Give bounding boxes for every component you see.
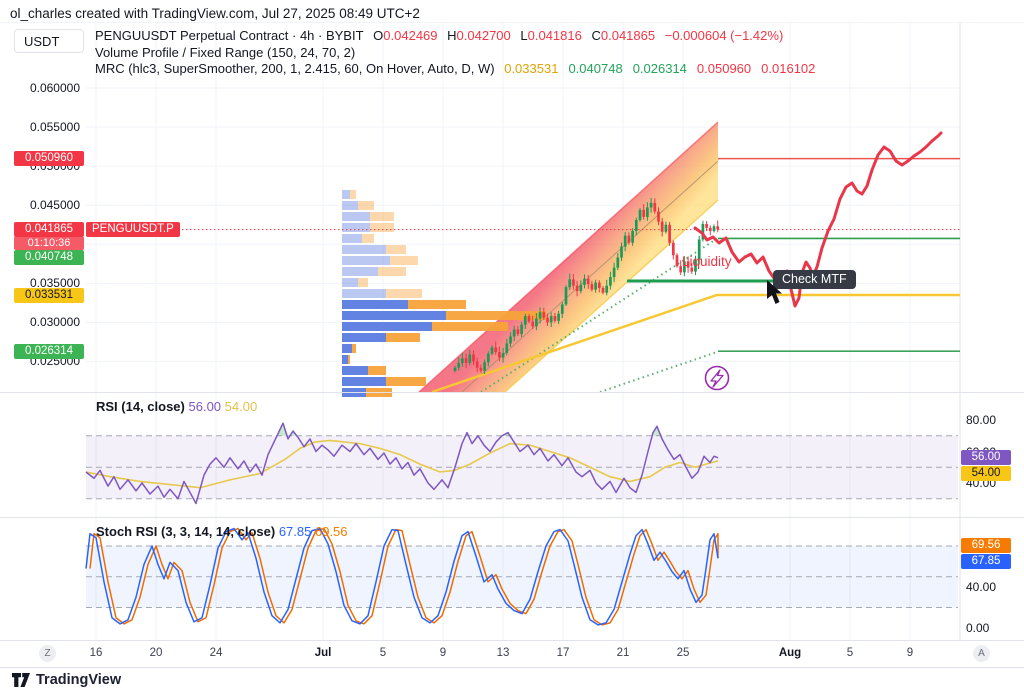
time-axis-tick: 9 [906,647,914,659]
mrc-level-value: 0.016102 [761,61,816,76]
mrc-indicator-name[interactable]: MRC (hlc3, SuperSmoother, 200, 1, 2.415,… [95,61,495,76]
time-axis-tick: 13 [496,647,510,659]
symbol-price-tag: PENGUUSDT.P [86,222,180,237]
rsi-title[interactable]: RSI (14, close) [96,399,185,414]
attribution-text: ol_charles created with TradingView.com,… [10,6,420,21]
rsi-ma-value: 54.00 [224,399,258,414]
time-axis-tick: 5 [379,647,387,659]
price-axis-label: 0.055000 [29,120,80,134]
price-axis-label: 0.030000 [29,315,80,329]
ohlc-close-label: C [591,28,601,43]
replay-start-badge[interactable]: Z [39,645,56,662]
mrc-values: 0.033531 0.040748 0.026314 0.050960 0.016102 [504,61,825,76]
ohlc-open-value: 0.042469 [383,28,438,43]
indicator-axis-label: 0.00 [966,621,990,635]
ohlc-high-label: H [447,28,457,43]
ohlc-high-value: 0.042700 [456,28,511,43]
time-axis[interactable]: Z 16 20 24 Jul 5 9 13 17 21 25 Aug 5 9 A [0,640,1024,668]
mrc-level-value: 0.040748 [568,61,623,76]
indicator-value-badge: 56.00 [961,450,1011,465]
legend-mrc: MRC (hlc3, SuperSmoother, 200, 1, 2.415,… [95,61,825,78]
time-axis-tick: 9 [439,647,447,659]
stoch-title[interactable]: Stoch RSI (3, 3, 14, 14, close) [96,524,276,539]
time-axis-tick: 20 [149,647,163,659]
price-badge: 0.041865 01:10:36 [14,222,84,250]
stoch-panel-title-row: Stoch RSI (3, 3, 14, 14, close) 67.85 69… [96,524,348,539]
price-axis-label: 0.060000 [29,81,80,95]
price-axis-label: 0.045000 [29,198,80,212]
time-axis-tick: 21 [616,647,630,659]
mouse-cursor-icon [767,280,782,304]
ohlc-close-value: 0.041865 [600,28,656,43]
stoch-d-value: 69.56 [314,524,348,539]
mrc-level-value: 0.033531 [504,61,559,76]
footer-logo[interactable]: TradingView [12,672,121,688]
stoch-k-value: 67.85 [278,524,312,539]
replay-end-badge[interactable]: A [973,645,990,662]
ohlc-low-label: L [520,28,528,43]
time-axis-tick: Aug [778,647,802,659]
time-axis-tick: 5 [846,647,854,659]
legend-volume-profile[interactable]: Volume Profile / Fixed Range (150, 24, 7… [95,44,356,60]
symbol-title[interactable]: PENGUUSDT Perpetual Contract · 4h · BYBI… [95,28,364,43]
indicator-axis-label: 80.00 [966,413,997,427]
mrc-level-value: 0.050960 [696,61,752,76]
price-badge: 0.050960 [14,151,84,166]
legend-symbol-row: PENGUUSDT Perpetual Contract · 4h · BYBI… [95,28,825,45]
indicator-axis-label: 40.00 [966,580,997,594]
price-badge: 0.040748 [14,250,84,265]
ohlc-open-label: O [373,28,384,43]
indicator-value-badge: 54.00 [961,466,1011,481]
currency-toggle-button[interactable]: USDT [14,29,84,53]
countdown-timer: 01:10:36 [14,237,84,250]
time-axis-tick: 25 [676,647,690,659]
mrc-level-value: 0.026314 [632,61,687,76]
indicator-value-badge: 67.85 [961,554,1011,569]
legend: PENGUUSDT Perpetual Contract · 4h · BYBI… [95,28,825,78]
change-value: −0.000604 (−1.42%) [664,28,784,43]
tradingview-logo-text: TradingView [36,672,122,688]
rsi-panel-title-row: RSI (14, close) 56.00 54.00 [96,399,257,414]
time-axis-tick: 17 [556,647,570,659]
rsi-value: 56.00 [188,399,222,414]
ohlc-low-value: 0.041816 [527,28,582,43]
check-mtf-tooltip[interactable]: Check MTF [773,270,856,289]
tradingview-logo-icon [12,673,30,687]
time-axis-tick: 24 [209,647,223,659]
time-axis-tick: 16 [89,647,103,659]
liquidity-annotation[interactable]: Liquidity [682,254,732,269]
price-badge: 0.033531 [14,288,84,303]
time-axis-tick: Jul [314,647,332,659]
price-badge: 0.026314 [14,344,84,359]
price-axis-label: 0.035000 [29,276,80,290]
lightning-icon[interactable] [704,365,730,391]
indicator-value-badge: 69.56 [961,538,1011,553]
